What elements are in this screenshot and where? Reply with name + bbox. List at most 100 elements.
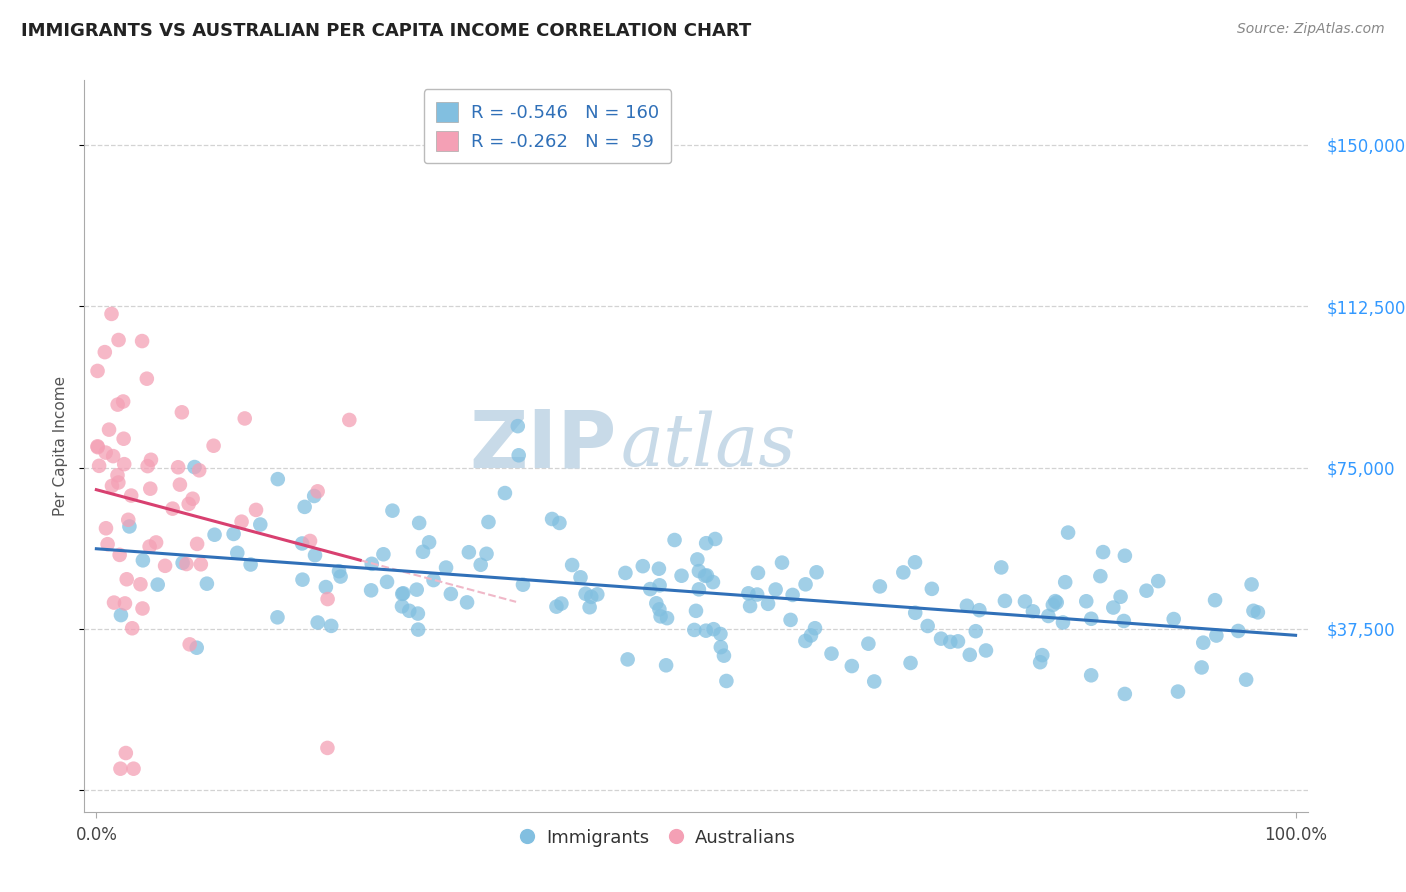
Point <box>506 419 529 434</box>
Point <box>1227 624 1250 638</box>
Point <box>541 512 564 526</box>
Point <box>994 594 1017 608</box>
Point <box>841 659 863 673</box>
Point <box>391 587 413 601</box>
Point <box>86 364 108 378</box>
Point <box>702 575 724 590</box>
Point <box>87 458 110 473</box>
Point <box>575 587 598 601</box>
Point <box>548 516 571 530</box>
Point <box>131 334 153 348</box>
Point <box>703 622 725 636</box>
Point <box>1247 606 1270 620</box>
Point <box>202 439 225 453</box>
Point <box>969 603 991 617</box>
Point <box>302 489 325 503</box>
Point <box>820 647 842 661</box>
Point <box>1241 604 1264 618</box>
Point <box>108 548 131 562</box>
Point <box>645 596 668 610</box>
Point <box>616 652 638 666</box>
Point <box>294 500 316 514</box>
Point <box>1192 635 1215 649</box>
Point <box>360 557 382 571</box>
Point <box>716 673 738 688</box>
Point <box>794 634 817 648</box>
Point <box>695 536 717 550</box>
Point <box>179 637 201 651</box>
Point <box>129 577 152 591</box>
Point <box>477 515 499 529</box>
Point <box>1234 673 1257 687</box>
Text: IMMIGRANTS VS AUSTRALIAN PER CAPITA INCOME CORRELATION CHART: IMMIGRANTS VS AUSTRALIAN PER CAPITA INCO… <box>21 22 751 40</box>
Point <box>231 515 253 529</box>
Point <box>405 582 427 597</box>
Point <box>321 619 343 633</box>
Point <box>650 609 672 624</box>
Point <box>222 527 245 541</box>
Point <box>648 578 671 592</box>
Point <box>121 621 143 635</box>
Point <box>267 472 290 486</box>
Point <box>112 394 135 409</box>
Point <box>316 592 339 607</box>
Point <box>1167 684 1189 698</box>
Point <box>392 586 415 600</box>
Point <box>800 628 823 642</box>
Point <box>375 574 398 589</box>
Point <box>204 527 226 541</box>
Point <box>965 624 987 639</box>
Point <box>145 535 167 549</box>
Point <box>188 463 211 477</box>
Point <box>315 580 337 594</box>
Point <box>1042 598 1064 612</box>
Point <box>94 521 117 535</box>
Point <box>1102 600 1125 615</box>
Point <box>631 559 654 574</box>
Point <box>406 623 429 637</box>
Point <box>546 599 568 614</box>
Point <box>406 607 429 621</box>
Point <box>239 558 262 572</box>
Point <box>770 556 793 570</box>
Point <box>806 566 828 580</box>
Point <box>1022 604 1045 618</box>
Point <box>1080 668 1102 682</box>
Point <box>956 599 979 613</box>
Point <box>307 484 329 499</box>
Point <box>114 746 136 760</box>
Point <box>765 582 787 597</box>
Point <box>713 648 735 663</box>
Point <box>685 604 707 618</box>
Point <box>110 762 132 776</box>
Point <box>779 613 801 627</box>
Point <box>1080 612 1102 626</box>
Point <box>391 599 413 614</box>
Point <box>638 582 661 596</box>
Point <box>103 596 125 610</box>
Point <box>1191 660 1213 674</box>
Point <box>671 568 693 582</box>
Point <box>190 558 212 572</box>
Text: atlas: atlas <box>620 410 796 482</box>
Point <box>98 423 121 437</box>
Point <box>1205 629 1227 643</box>
Point <box>696 568 718 582</box>
Point <box>373 547 395 561</box>
Point <box>195 576 218 591</box>
Point <box>738 599 761 613</box>
Y-axis label: Per Capita Income: Per Capita Income <box>53 376 69 516</box>
Point <box>107 398 129 412</box>
Point <box>131 601 153 615</box>
Point <box>581 590 603 604</box>
Point <box>475 547 498 561</box>
Point <box>804 621 827 635</box>
Point <box>512 577 534 591</box>
Point <box>118 519 141 533</box>
Point <box>329 569 352 583</box>
Point <box>117 513 139 527</box>
Point <box>412 545 434 559</box>
Point <box>114 596 136 610</box>
Point <box>107 333 129 347</box>
Point <box>304 548 326 562</box>
